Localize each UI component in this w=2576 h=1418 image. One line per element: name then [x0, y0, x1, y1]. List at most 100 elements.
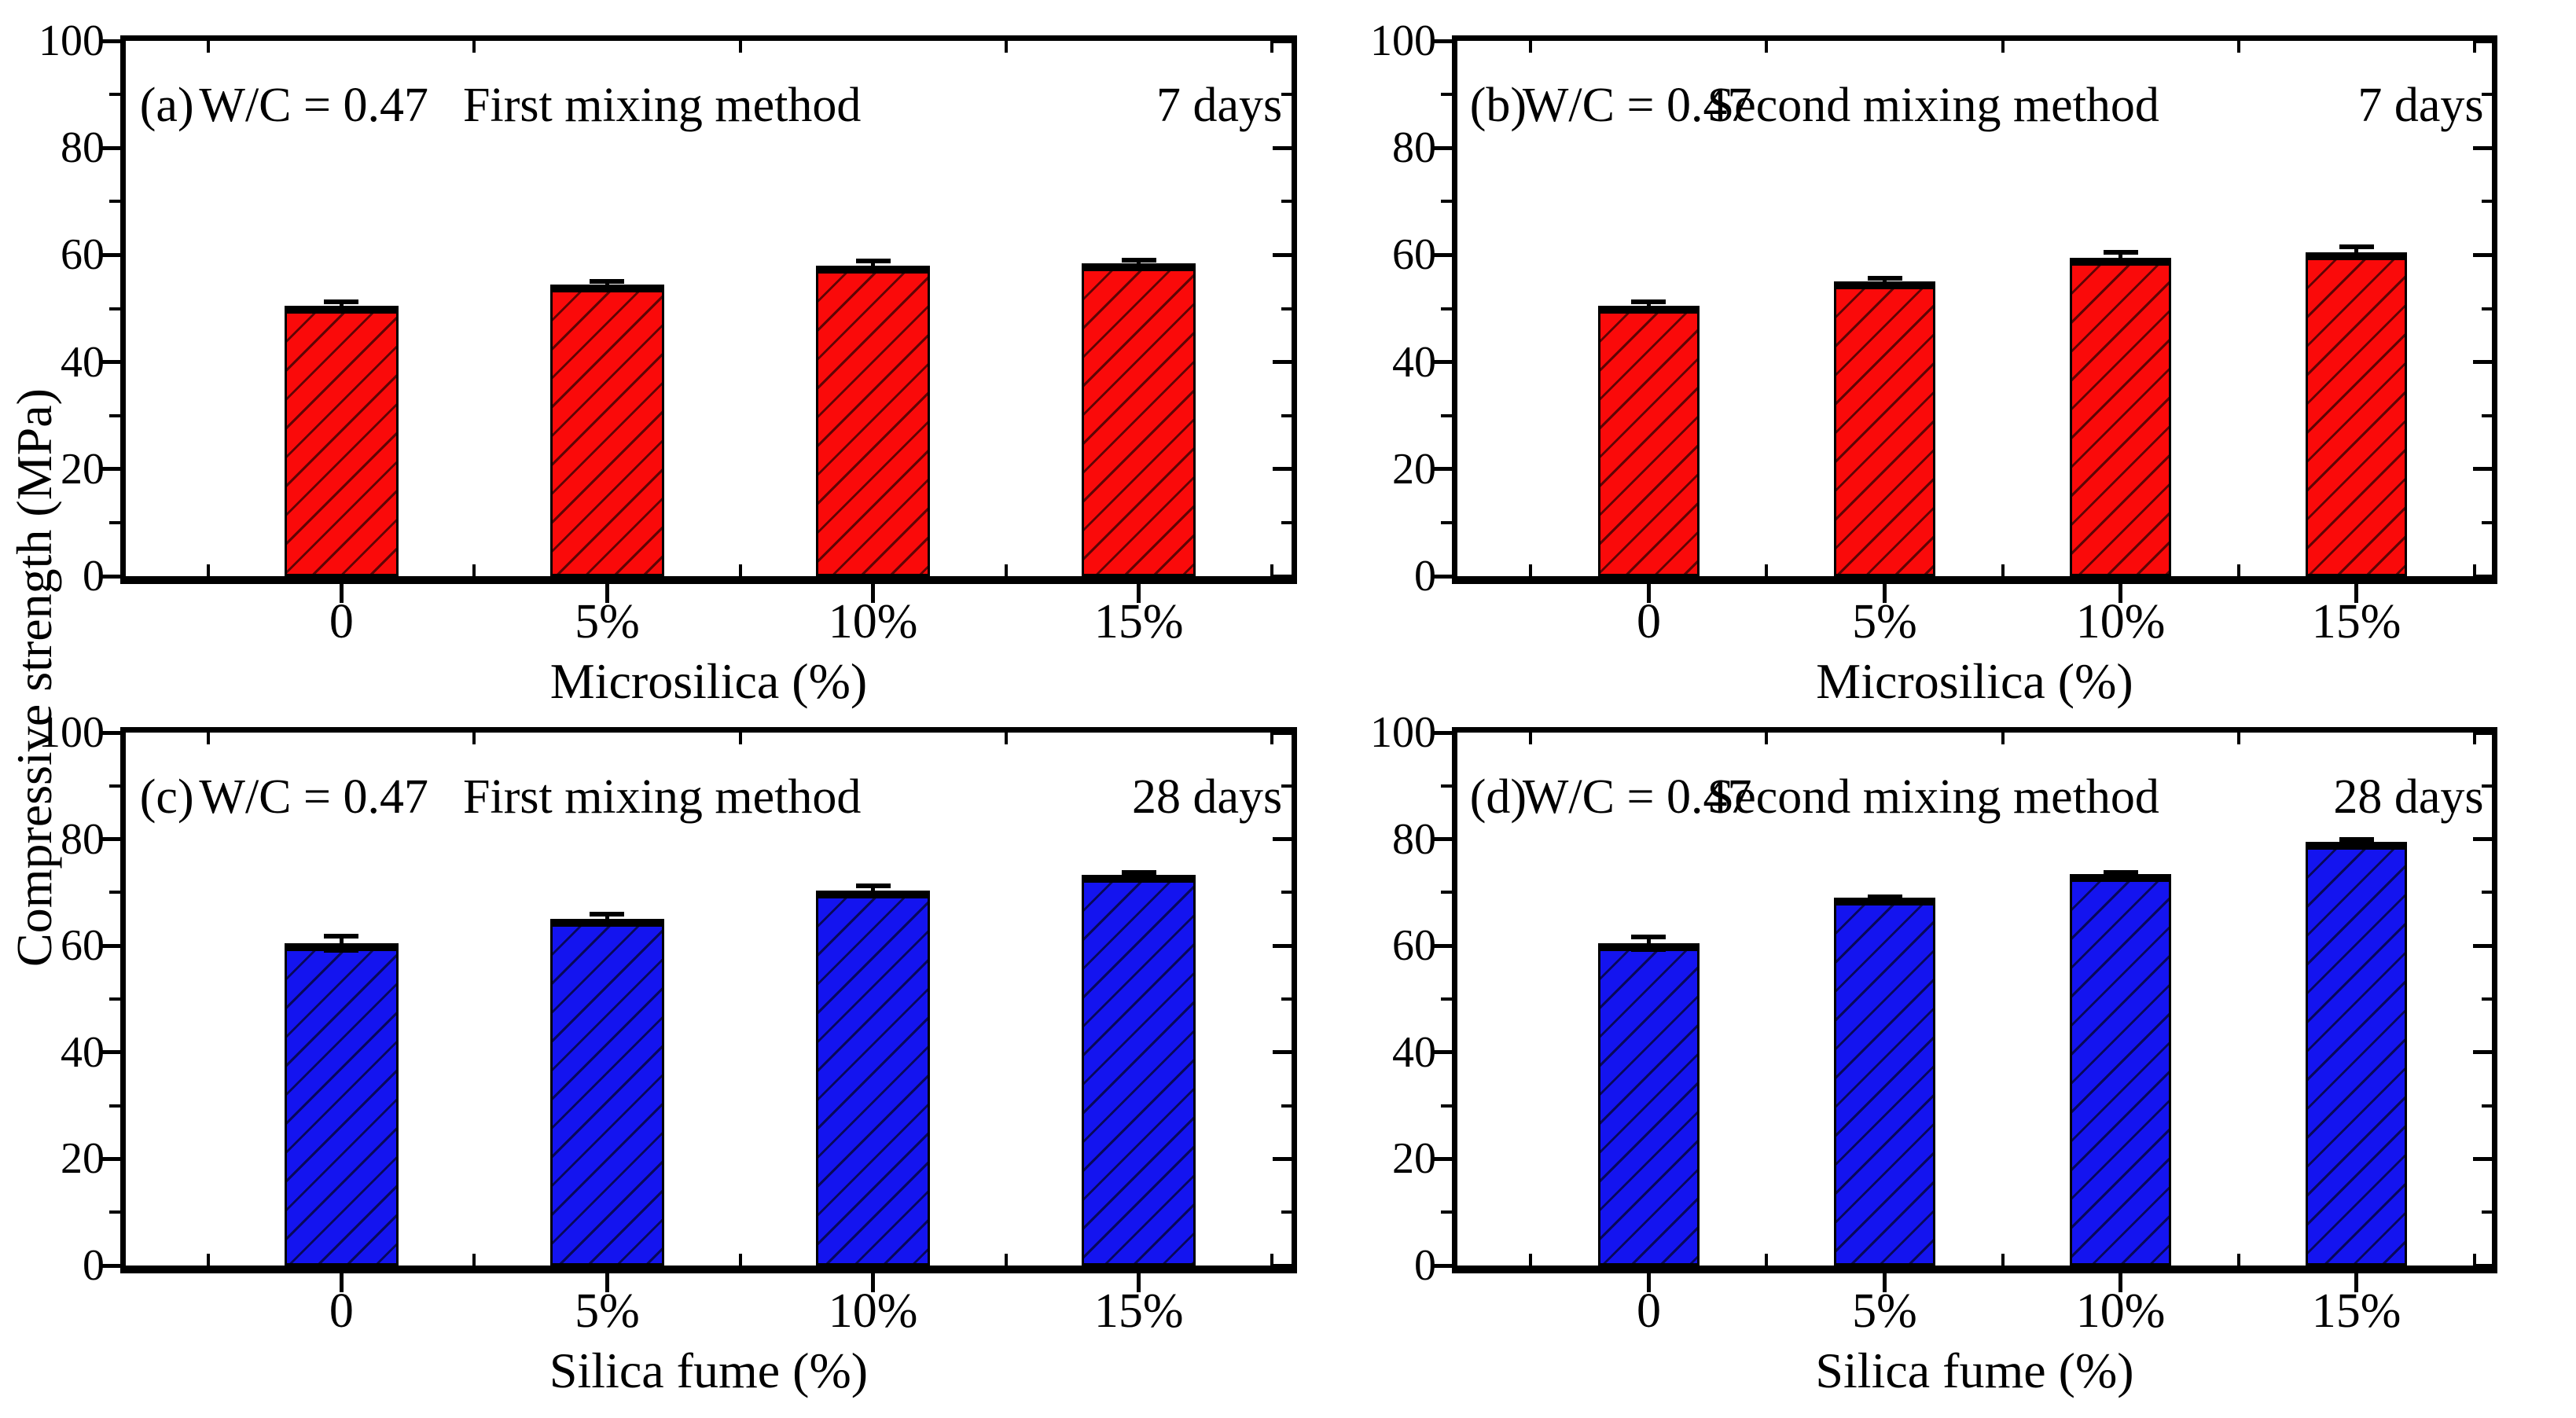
- x-minor-tick-top: [2001, 733, 2005, 744]
- bar-5%: [549, 284, 665, 576]
- y-minor-tick-right: [1281, 1210, 1292, 1214]
- y-minor-tick-left: [109, 1104, 120, 1108]
- y-minor-tick-right: [2482, 997, 2492, 1001]
- y-minor-tick-left: [109, 413, 120, 417]
- x-minor-tick-bottom: [472, 1254, 476, 1266]
- x-major-tick: [339, 1273, 344, 1292]
- error-bar-stem: [1137, 259, 1141, 266]
- error-bar-cap-top: [1631, 299, 1666, 304]
- x-minor-tick-top: [472, 733, 476, 744]
- x-minor-tick-bottom: [472, 564, 476, 576]
- y-minor-tick-left: [109, 307, 120, 310]
- bar-10%: [2070, 257, 2172, 576]
- error-bar-cap-top: [1121, 257, 1156, 263]
- y-tick-label: 80: [61, 123, 105, 173]
- y-minor-tick-right: [1281, 1104, 1292, 1108]
- x-major-tick: [1883, 584, 1887, 603]
- panel-a: 0 20 40 60 80 100 (a) W/C = 0.47 First mixing me…: [39, 17, 1297, 709]
- x-minor-tick-bottom: [2472, 1254, 2476, 1266]
- error-bar-cap-bottom: [324, 947, 359, 953]
- error-bar-cap-bottom: [1121, 263, 1156, 269]
- x-minor-tick-bottom: [1004, 564, 1008, 576]
- age-label: 28 days: [2333, 770, 2484, 824]
- x-axis-title: Microsilica (%): [549, 653, 868, 709]
- y-major-tick-left: [100, 145, 120, 150]
- x-minor-tick-bottom: [207, 1254, 211, 1266]
- y-minor-tick-left: [1441, 93, 1452, 97]
- error-bar-cap-top: [1867, 275, 1902, 281]
- error-bar-cap-top: [855, 883, 891, 889]
- x-axis-title: Silica fume (%): [549, 1343, 869, 1398]
- error-bar-cap-bottom: [1631, 307, 1666, 313]
- y-minor-tick-left: [109, 93, 120, 97]
- age-label: 7 days: [2357, 79, 2484, 132]
- error-bar-stem: [604, 281, 609, 288]
- y-major-tick-left: [100, 730, 120, 735]
- x-minor-tick-bottom: [1270, 1254, 1273, 1266]
- x-minor-tick-top: [738, 733, 742, 744]
- x-tick-label: 5%: [575, 1284, 640, 1338]
- x-major-tick: [871, 1273, 876, 1292]
- x-minor-tick-bottom: [2236, 564, 2240, 576]
- bar-15%: [2306, 842, 2408, 1266]
- x-tick-label: 15%: [2311, 1284, 2401, 1338]
- bar-0: [284, 942, 399, 1266]
- y-minor-tick-right: [1281, 997, 1292, 1001]
- y-major-tick-left: [100, 360, 120, 365]
- x-major-tick: [1883, 1273, 1887, 1292]
- error-bar-stem: [339, 936, 344, 950]
- y-minor-tick-left: [109, 784, 120, 788]
- x-tick-label: 10%: [2075, 1284, 2166, 1338]
- y-tick-label: 60: [61, 230, 105, 280]
- x-minor-tick-bottom: [1529, 564, 1533, 576]
- x-minor-tick-bottom: [1765, 1254, 1769, 1266]
- y-tick-label: 20: [1392, 1134, 1436, 1184]
- y-major-tick-left: [1431, 360, 1452, 365]
- y-tick-label: 40: [61, 1027, 105, 1077]
- method-label: First mixing method: [463, 79, 862, 132]
- error-bar-cap-bottom: [2103, 260, 2138, 266]
- y-minor-tick-right: [1281, 200, 1292, 204]
- x-minor-tick-bottom: [2236, 1254, 2240, 1266]
- y-major-tick-left: [1431, 574, 1452, 579]
- x-major-tick: [1646, 1273, 1651, 1292]
- panel-tag: (c): [139, 770, 194, 824]
- panel-tag: (d): [1469, 770, 1527, 824]
- x-minor-tick-top: [1765, 41, 1769, 53]
- bar-10%: [815, 891, 931, 1266]
- plot-area: 0 20 40 60 80 100 (a) W/C = 0.47 First mixing me…: [39, 17, 1297, 603]
- wc-label: W/C = 0.47: [1522, 770, 1752, 824]
- y-major-tick-left: [1431, 837, 1452, 842]
- error-bar-cap-bottom: [1631, 946, 1666, 952]
- y-tick-label: 100: [39, 708, 105, 757]
- bar-15%: [1082, 875, 1196, 1266]
- y-tick-label: 0: [1414, 552, 1436, 601]
- x-major-tick: [1646, 584, 1651, 603]
- y-major-tick-right: [2473, 252, 2492, 257]
- y-major-tick-left: [100, 467, 120, 472]
- panel-d: 0 20 40 60 80 100 (d) W/C = 0.47 Second mixing m…: [1370, 708, 2497, 1398]
- x-major-tick: [2118, 1273, 2123, 1292]
- error-bar-cap-bottom: [2339, 255, 2374, 260]
- error-bar-cap-bottom: [2339, 842, 2374, 847]
- x-tick-label: 5%: [1852, 1284, 1917, 1338]
- y-minor-tick-right: [2482, 891, 2492, 895]
- y-tick-label: 40: [1392, 1027, 1436, 1077]
- error-bar-stem: [871, 260, 876, 271]
- y-minor-tick-right: [1281, 307, 1292, 310]
- y-major-tick-right: [1273, 1156, 1292, 1161]
- y-minor-tick-left: [109, 200, 120, 204]
- y-major-tick-right: [1273, 943, 1292, 948]
- x-minor-tick-top: [1529, 733, 1533, 744]
- x-minor-tick-bottom: [2001, 1254, 2005, 1266]
- error-bar-stem: [1883, 277, 1887, 286]
- y-major-tick-left: [100, 252, 120, 257]
- error-bar-stem: [1137, 872, 1141, 878]
- x-tick-label: 0: [1636, 595, 1661, 648]
- y-major-tick-left: [100, 837, 120, 842]
- bar-0: [284, 306, 399, 576]
- y-minor-tick-left: [1441, 891, 1452, 895]
- y-major-tick-right: [2473, 1050, 2492, 1055]
- x-tick-label: 10%: [2075, 595, 2166, 648]
- x-minor-tick-top: [1004, 41, 1008, 53]
